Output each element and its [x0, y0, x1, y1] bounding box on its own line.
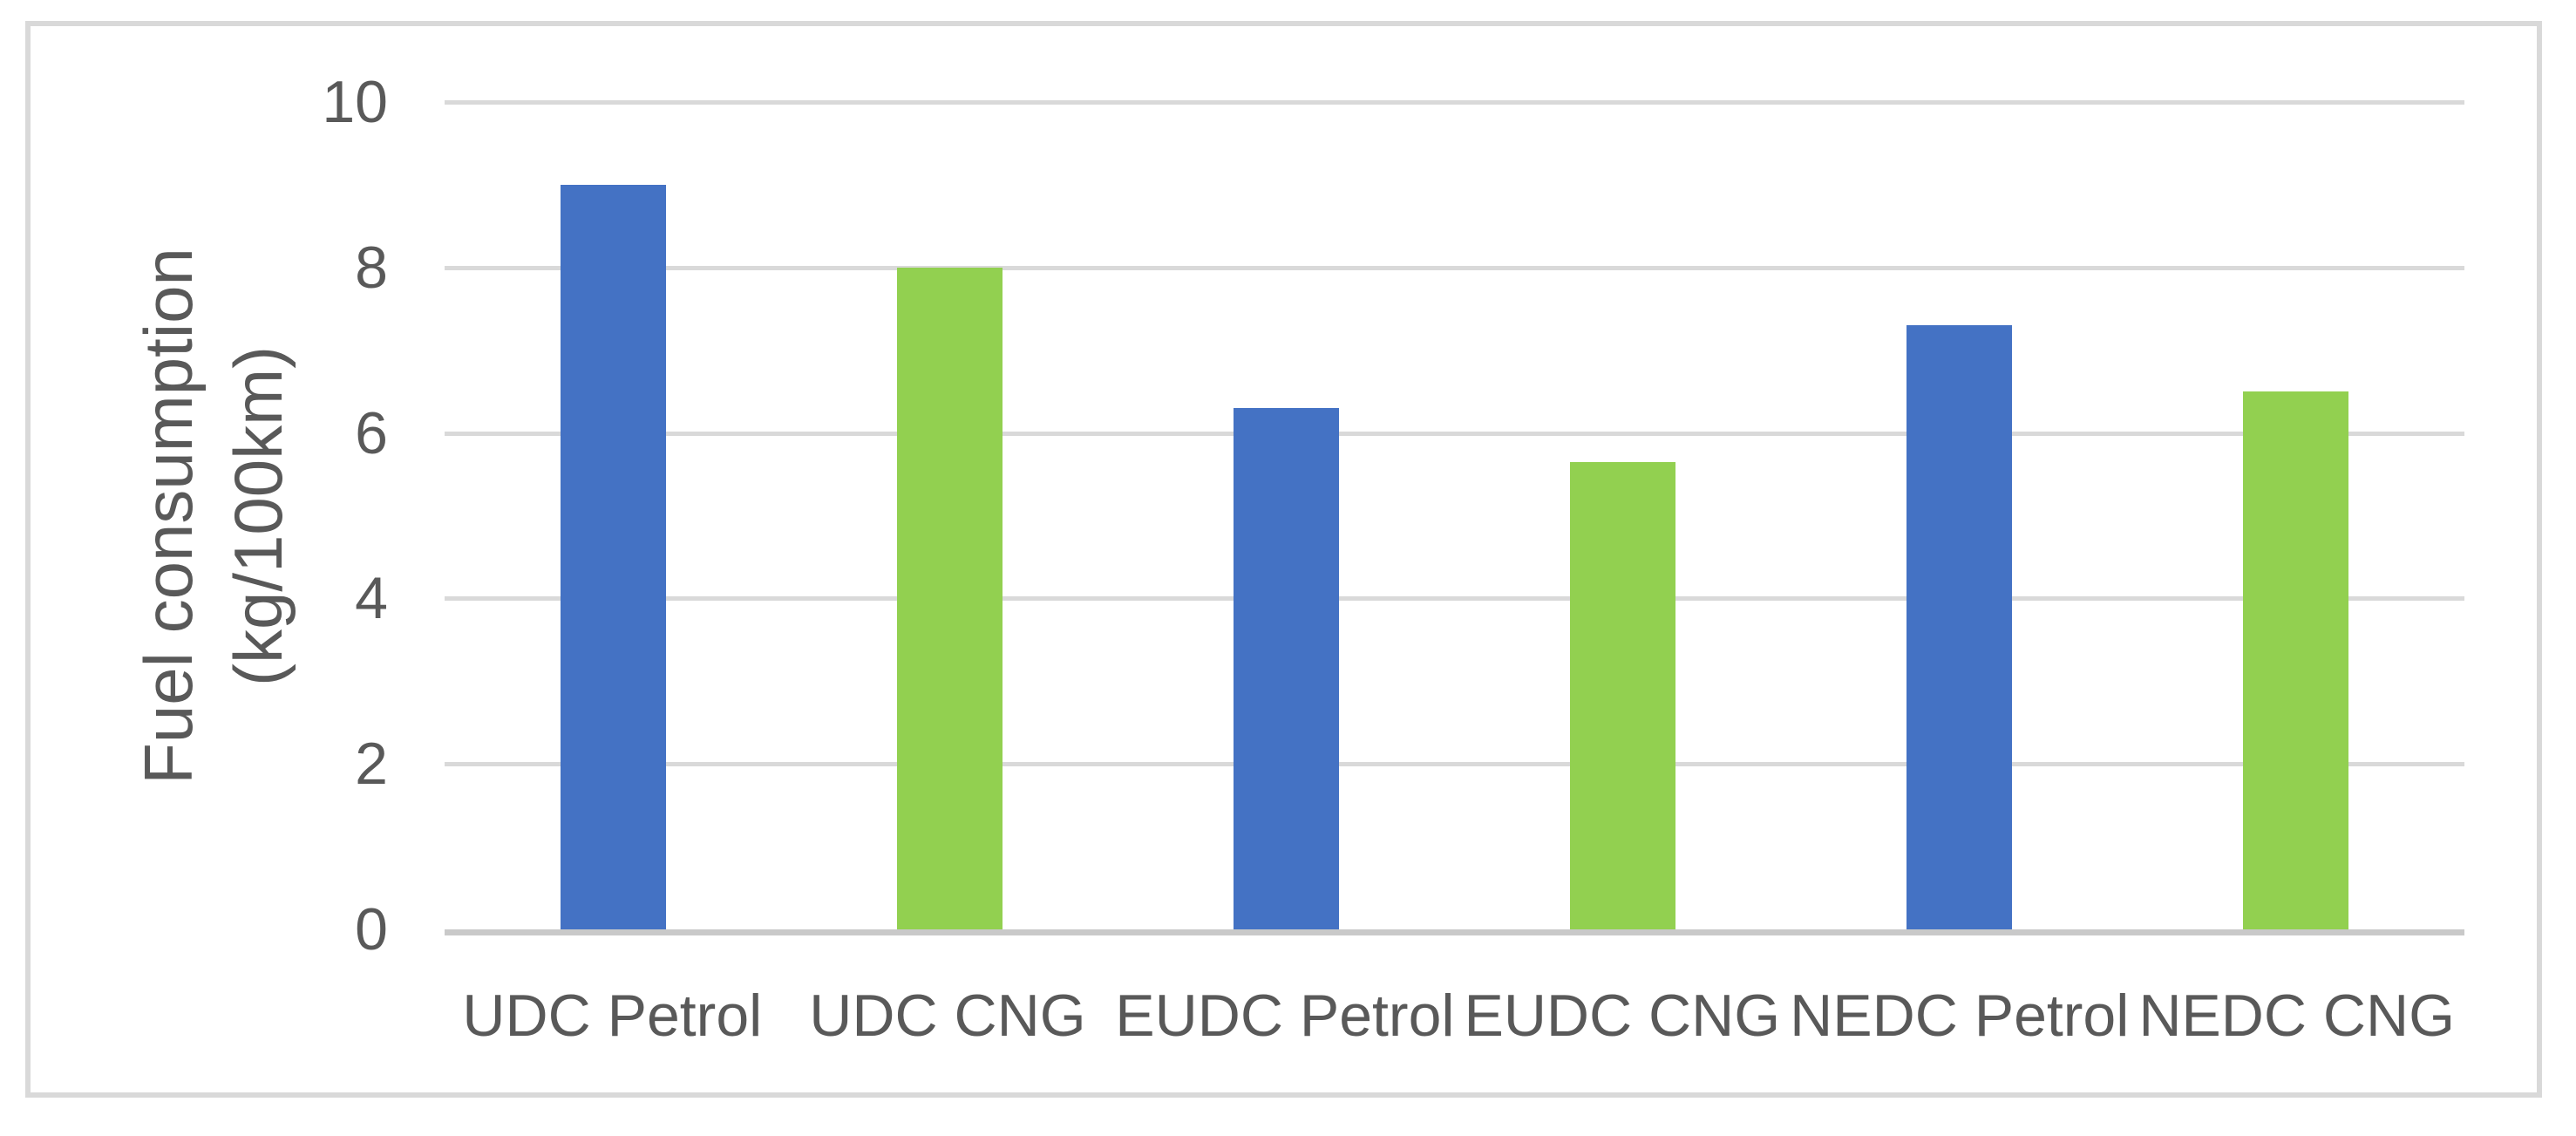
bar-slot-udc-petrol — [445, 102, 781, 929]
bar-slot-eudc-cng — [1455, 102, 1791, 929]
y-tick-label-8: 8 — [355, 234, 388, 301]
x-category-label-nedc-petrol: NEDC Petrol — [1790, 983, 2130, 1049]
bar-udc-petrol — [560, 184, 666, 929]
x-axis-category-labels: UDC Petrol UDC CNG EUDC Petrol EUDC CNG NEDC… — [445, 976, 2464, 1055]
x-category-label-eudc-cng: EUDC CNG — [1464, 983, 1781, 1049]
bar-slot-eudc-petrol — [1118, 102, 1454, 929]
x-category-label-eudc-petrol: EUDC Petrol — [1115, 983, 1455, 1049]
bar-udc-cng — [896, 267, 1003, 929]
bar-slot-udc-cng — [781, 102, 1118, 929]
bar-eudc-petrol — [1233, 408, 1339, 929]
bar-eudc-cng — [1570, 461, 1676, 929]
x-category-label-nedc-cng: NEDC CNG — [2138, 983, 2456, 1049]
bar-slot-nedc-petrol — [1791, 102, 2128, 929]
gridline-10 — [445, 100, 2464, 105]
y-tick-label-4: 4 — [355, 565, 388, 632]
gridline-4 — [445, 596, 2464, 602]
gridline-8 — [445, 265, 2464, 270]
bar-slot-nedc-cng — [2128, 102, 2464, 929]
bar-nedc-cng — [2243, 391, 2349, 929]
y-tick-label-6: 6 — [355, 399, 388, 466]
x-axis-line — [445, 929, 2464, 935]
y-tick-label-0: 0 — [355, 896, 388, 963]
x-category-label-udc-cng: UDC CNG — [809, 983, 1086, 1049]
gridline-6 — [445, 431, 2464, 436]
x-category-label-udc-petrol: UDC Petrol — [462, 983, 763, 1049]
plot-area — [445, 100, 2464, 935]
bar-nedc-petrol — [1907, 325, 2013, 929]
bars-layer — [445, 102, 2464, 929]
y-tick-label-10: 10 — [322, 69, 388, 135]
gridline-2 — [445, 762, 2464, 767]
y-axis-tick-labels: 0 2 4 6 8 10 — [0, 72, 397, 959]
y-tick-label-2: 2 — [355, 731, 388, 798]
